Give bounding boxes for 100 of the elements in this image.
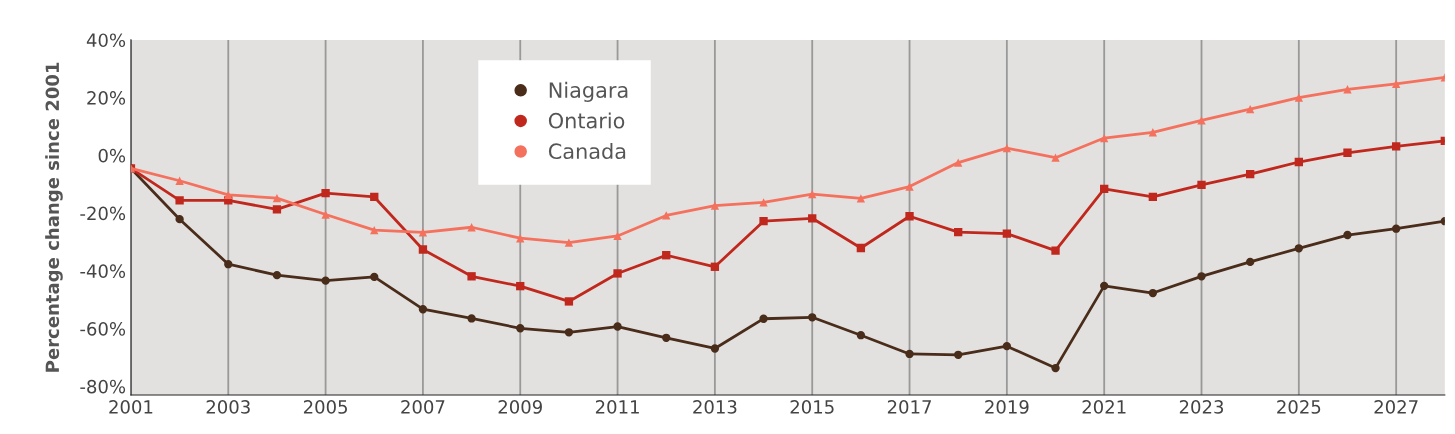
- point: [954, 158, 963, 167]
- x-tick-label: 2007: [401, 400, 445, 414]
- point: [1002, 342, 1012, 351]
- point: [905, 349, 914, 359]
- point: [808, 313, 817, 322]
- point: [418, 305, 428, 314]
- point: [1343, 230, 1352, 240]
- point: [808, 214, 817, 223]
- point: [564, 328, 574, 337]
- point: [710, 344, 720, 353]
- x-tick-label: 2017: [887, 400, 931, 414]
- point: [467, 272, 476, 281]
- point: [1246, 257, 1255, 267]
- x-tick-label: 2011: [595, 400, 639, 414]
- point: [370, 272, 379, 282]
- y-tick-label: 20%: [87, 91, 126, 105]
- point: [321, 276, 330, 285]
- point: [370, 225, 379, 235]
- point: [1391, 79, 1401, 88]
- x-tick-label: 2013: [693, 400, 737, 414]
- point: [1391, 224, 1401, 233]
- legend-label: Ontario: [548, 112, 625, 129]
- point: [1294, 157, 1303, 167]
- point: [516, 234, 525, 243]
- point: [759, 217, 768, 226]
- x-tick-label: 2005: [303, 400, 347, 414]
- point: [321, 210, 330, 219]
- line-series: [130, 73, 1445, 247]
- x-tick-label: 2021: [1082, 400, 1126, 414]
- point: [564, 297, 574, 306]
- x-tick-label: 2027: [1374, 400, 1418, 414]
- point: [808, 189, 817, 199]
- x-tick-label: 2019: [985, 400, 1029, 414]
- point: [418, 245, 428, 254]
- point: [175, 215, 184, 224]
- y-tick-label: -20%: [80, 206, 126, 221]
- point: [370, 192, 379, 202]
- point: [1246, 105, 1255, 114]
- point: [759, 198, 768, 207]
- point: [613, 231, 622, 241]
- point: [272, 270, 282, 280]
- point: [467, 223, 476, 232]
- point: [564, 238, 574, 247]
- point: [224, 260, 233, 269]
- x-tick-label: 2015: [790, 400, 834, 414]
- y-tick-label: -40%: [80, 264, 126, 278]
- point: [954, 350, 963, 359]
- point: [1294, 93, 1303, 102]
- point: [1197, 272, 1206, 281]
- point: [613, 269, 622, 278]
- point: [662, 333, 671, 342]
- point: [272, 205, 282, 214]
- y-axis-title: Percentage change since 2001: [45, 62, 63, 372]
- y-tick-label: -80%: [80, 379, 126, 394]
- x-tick-label: 2025: [1277, 400, 1321, 414]
- point: [418, 228, 428, 237]
- point: [905, 212, 914, 221]
- point: [905, 182, 914, 191]
- y-tick-label: 0%: [98, 148, 126, 163]
- point: [662, 251, 671, 260]
- point: [516, 324, 525, 333]
- point: [224, 190, 233, 200]
- point: [710, 201, 720, 210]
- point: [662, 211, 671, 220]
- point: [710, 262, 720, 271]
- point: [1197, 180, 1206, 189]
- point: [1391, 142, 1401, 151]
- point: [1246, 169, 1255, 179]
- y-tick-label: -60%: [80, 322, 126, 336]
- point: [856, 331, 866, 340]
- point: [516, 281, 525, 291]
- x-tick-label: 2009: [498, 400, 542, 414]
- point: [1343, 148, 1352, 157]
- point: [1002, 144, 1012, 153]
- x-tick-label: 2023: [1179, 400, 1224, 414]
- point: [1148, 128, 1158, 137]
- point: [467, 314, 476, 323]
- point: [1343, 85, 1352, 94]
- point: [1197, 116, 1206, 125]
- point: [175, 196, 184, 205]
- point: [759, 314, 768, 323]
- point: [1051, 246, 1060, 255]
- point: [613, 322, 622, 331]
- point: [1051, 363, 1060, 373]
- legend-label: Canada: [548, 142, 626, 160]
- x-tick-label: 2001: [109, 400, 153, 414]
- point: [1002, 229, 1012, 238]
- point: [1051, 153, 1060, 162]
- point: [1100, 184, 1109, 194]
- point: [1100, 281, 1109, 291]
- point: [856, 194, 866, 203]
- point: [1148, 192, 1158, 202]
- point: [1148, 288, 1158, 298]
- point: [1294, 244, 1303, 253]
- legend-label: Niagara: [549, 81, 628, 102]
- point: [272, 193, 282, 203]
- point: [954, 227, 963, 237]
- point: [175, 176, 184, 185]
- point: [1100, 133, 1109, 143]
- y-tick-label: 40%: [86, 33, 126, 48]
